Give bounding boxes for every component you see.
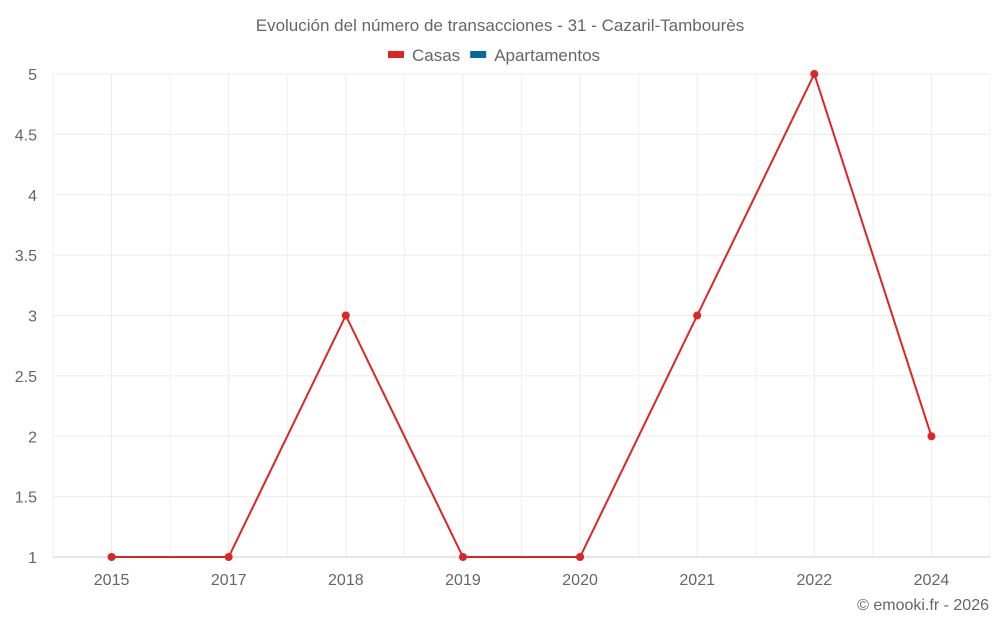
x-axis: 2015 2017 2018 2019 2020 2021 2022 2024	[94, 572, 950, 589]
legend-label-casas: Casas	[412, 46, 460, 65]
credit: © emooki.fr - 2026	[857, 597, 989, 614]
y-tick-label: 3	[28, 309, 37, 326]
y-tick-label: 1.5	[15, 490, 37, 507]
x-tick-label: 2022	[797, 572, 833, 589]
y-tick-label: 3.5	[15, 248, 37, 265]
legend-swatch-casas	[388, 51, 404, 58]
x-tick-label: 2024	[914, 572, 950, 589]
data-point	[927, 432, 936, 441]
legend-label-apartamentos: Apartamentos	[494, 46, 600, 65]
y-tick-label: 5	[28, 67, 37, 84]
data-point	[458, 553, 467, 561]
x-tick-label: 2020	[562, 572, 598, 589]
x-tick-label: 2017	[211, 572, 247, 589]
x-tick-label: 2015	[94, 572, 130, 589]
data-point	[810, 70, 819, 78]
y-tick-label: 2.5	[15, 369, 37, 386]
grid	[52, 73, 991, 558]
series-line-casas	[111, 71, 933, 558]
y-tick-label: 4.5	[15, 127, 37, 144]
x-tick-label: 2018	[328, 572, 364, 589]
data-point	[576, 553, 585, 561]
series	[107, 70, 936, 561]
y-axis: 1 1.5 2 2.5 3 3.5 4 4.5 5	[15, 67, 37, 567]
y-tick-label: 2	[28, 429, 37, 446]
x-tick-label: 2019	[445, 572, 481, 589]
data-point	[693, 311, 702, 320]
y-tick-label: 4	[28, 188, 37, 205]
chart-title: Evolución del número de transacciones - …	[256, 16, 745, 35]
legend-swatch-apartamentos	[470, 51, 487, 58]
data-point	[341, 311, 350, 320]
y-tick-label: 1	[28, 550, 37, 567]
data-point	[107, 553, 116, 561]
legend: Casas Apartamentos	[388, 46, 600, 65]
data-point	[224, 553, 233, 561]
x-tick-label: 2021	[679, 572, 715, 589]
